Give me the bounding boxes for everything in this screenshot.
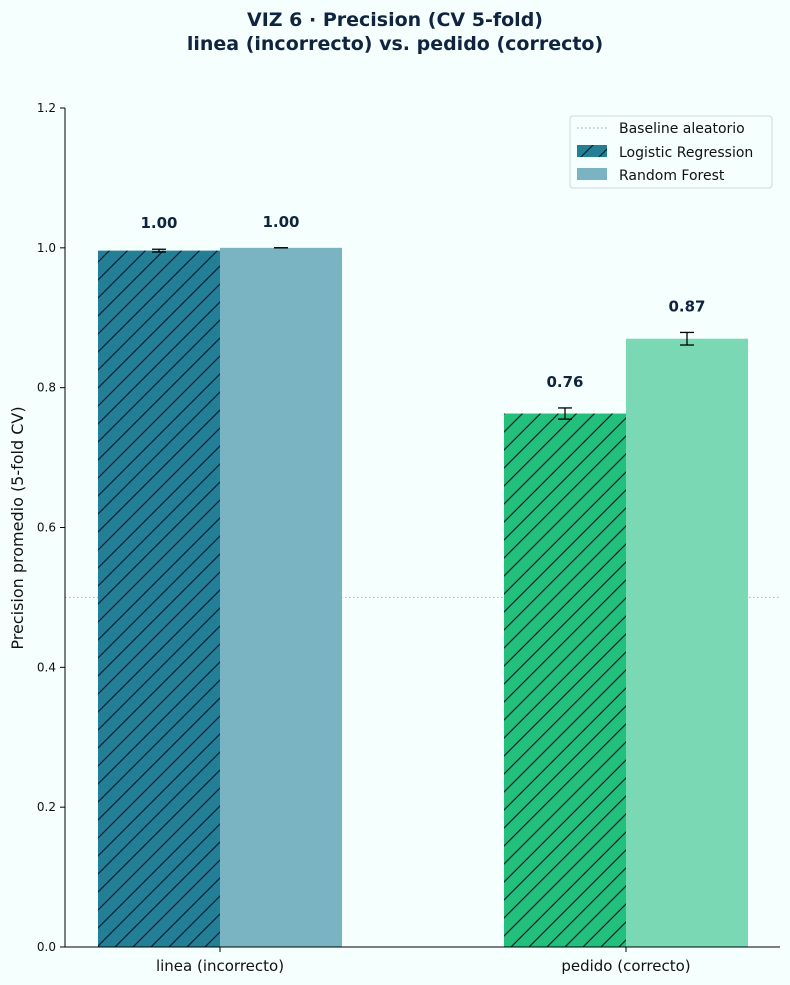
data-label: 0.87 bbox=[668, 297, 705, 315]
bar-hatch bbox=[504, 413, 626, 947]
plot-area: 1.00 1.00 linea (incorrecto) 0.76 0.87 pedido… bbox=[37, 101, 780, 975]
bar bbox=[626, 338, 748, 948]
data-label: 0.76 bbox=[546, 373, 583, 391]
chart-title: VIZ 6 · Precision (CV 5-fold) bbox=[247, 9, 543, 31]
data-label: 1.00 bbox=[140, 214, 177, 232]
y-tick-label: 0.8 bbox=[37, 381, 56, 395]
y-tick-label: 1.0 bbox=[37, 241, 56, 255]
legend-rf-label: Random Forest bbox=[619, 168, 725, 184]
legend-lr-label: Logistic Regression bbox=[619, 145, 753, 161]
legend-rf-swatch bbox=[577, 168, 607, 180]
legend: Baseline aleatorio Logistic Regression R… bbox=[569, 115, 773, 189]
chart-subtitle: linea (incorrecto) vs. pedido (correcto) bbox=[187, 33, 603, 55]
data-label: 1.00 bbox=[262, 213, 299, 231]
bar-hatch bbox=[98, 250, 220, 947]
y-tick-label: 1.2 bbox=[37, 101, 56, 115]
x-tick-label: pedido (correcto) bbox=[561, 957, 690, 975]
legend-box bbox=[569, 115, 773, 189]
y-tick-label: 0.0 bbox=[37, 940, 56, 954]
x-tick-label: linea (incorrecto) bbox=[156, 957, 284, 975]
bar bbox=[220, 247, 342, 948]
legend-baseline-label: Baseline aleatorio bbox=[619, 121, 745, 137]
y-tick-label: 0.4 bbox=[37, 660, 56, 674]
legend-lr-hatch bbox=[577, 145, 607, 157]
y-tick-label: 0.6 bbox=[37, 521, 56, 535]
y-axis-label: Precision promedio (5-fold CV) bbox=[8, 406, 27, 649]
y-tick-label: 0.2 bbox=[37, 800, 56, 814]
